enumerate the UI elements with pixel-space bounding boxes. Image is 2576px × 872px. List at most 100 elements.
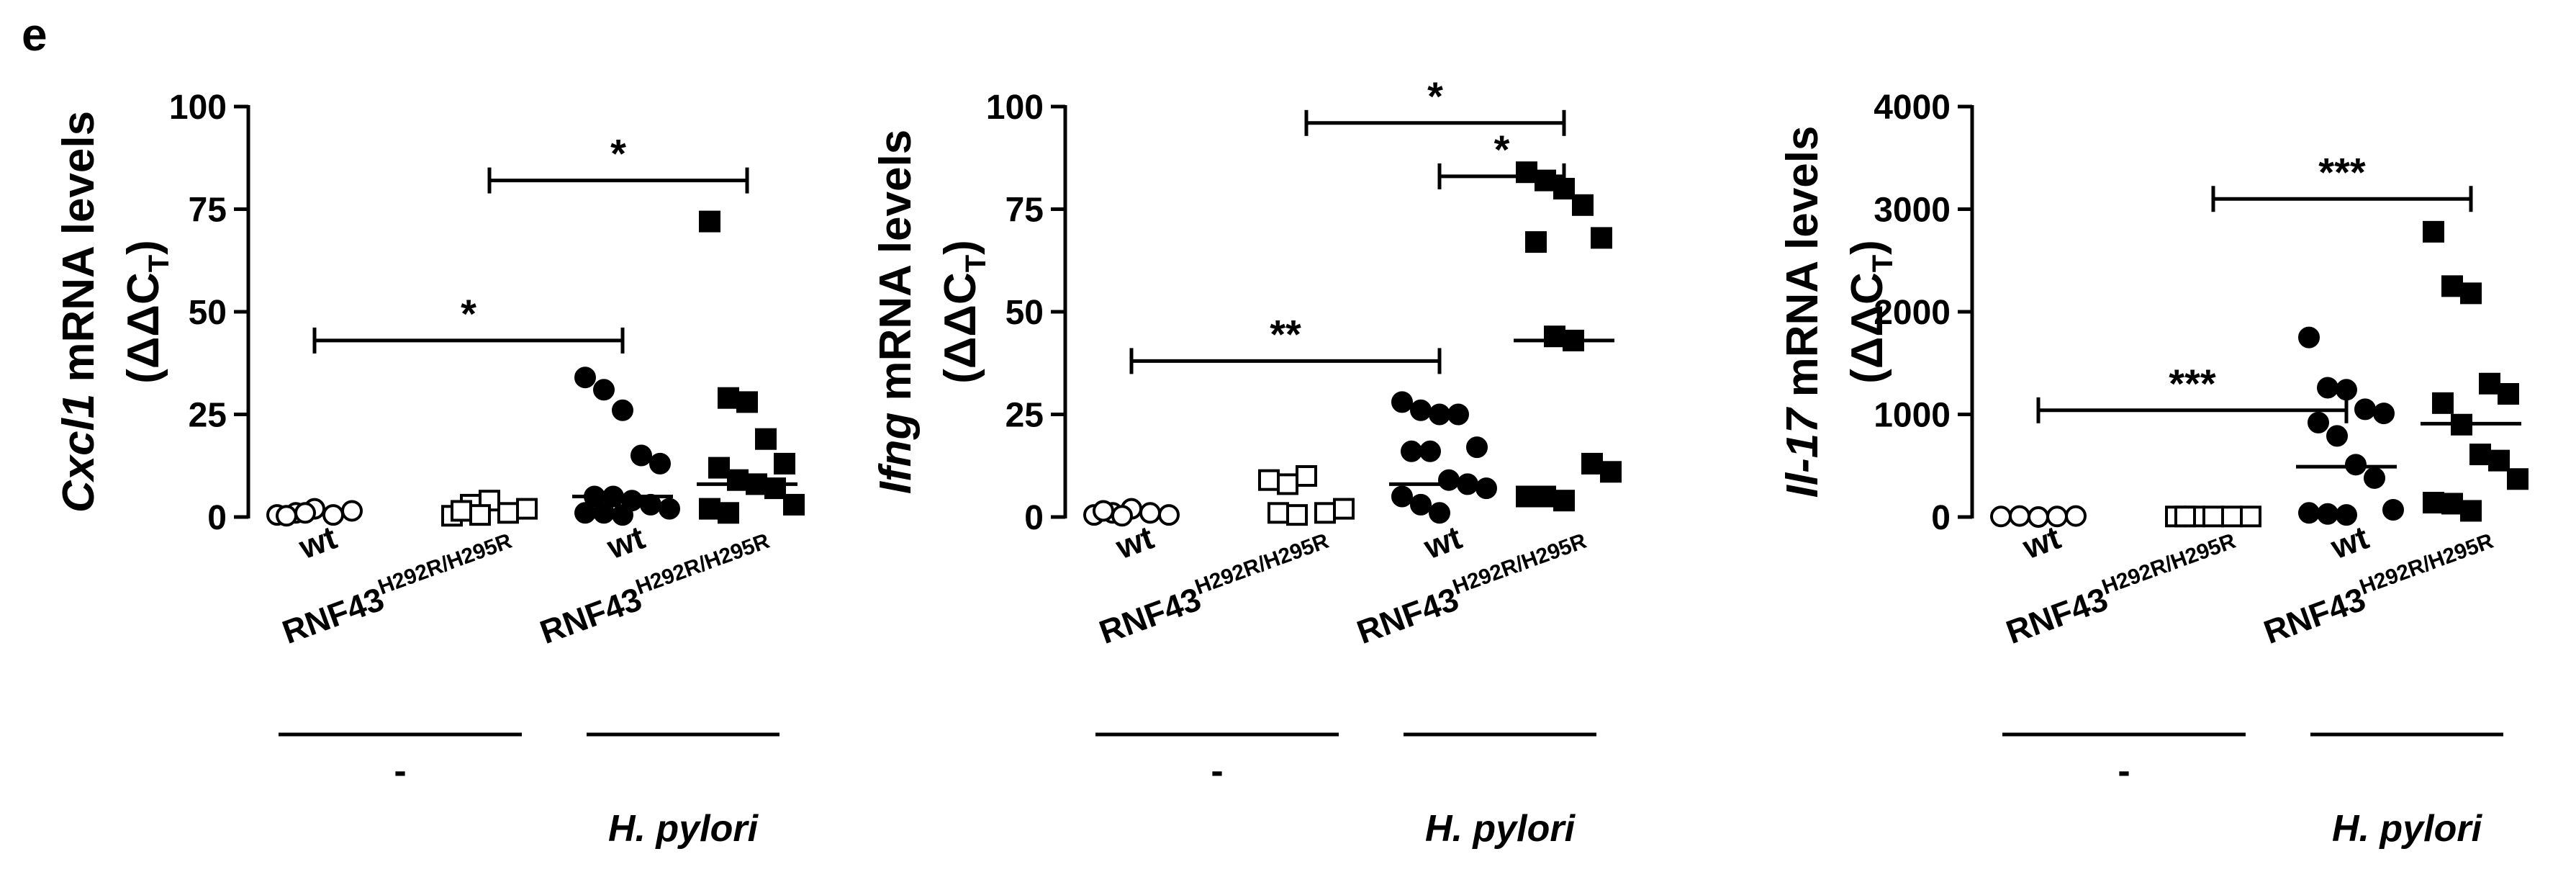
data-point <box>1314 502 1336 524</box>
y-tick-label: 2000 <box>1874 294 1951 332</box>
y-axis-text: mRNA levels <box>1778 126 1827 397</box>
data-point <box>2498 383 2519 405</box>
data-point <box>1277 473 1298 495</box>
data-point <box>2317 377 2338 399</box>
y-axis-unit-sub: T <box>960 255 992 272</box>
data-point <box>1572 194 1594 216</box>
data-point <box>631 444 652 467</box>
data-point <box>593 379 615 401</box>
data-point <box>2336 379 2357 401</box>
y-axis-title: Ifng mRNA levels <box>871 130 921 494</box>
data-point <box>1475 477 1497 500</box>
data-point <box>1544 325 1565 348</box>
y-axis-unit-close: ) <box>119 240 168 255</box>
y-axis-unit-sub: T <box>143 255 175 272</box>
data-point <box>2441 493 2463 515</box>
y-axis-unit: (ΔΔCT) <box>119 240 175 384</box>
treatment-label: - <box>2118 750 2130 792</box>
data-point <box>774 452 795 475</box>
y-axis-unit: (ΔΔCT) <box>1843 240 1899 384</box>
data-point <box>2354 398 2376 421</box>
y-tick-label: 25 <box>189 397 227 435</box>
y-tick-label: 75 <box>1005 192 1044 230</box>
y-axis-title: Cxcl1 mRNA levels <box>54 111 104 513</box>
data-point <box>2373 403 2395 425</box>
data-point <box>736 391 758 413</box>
y-axis-unit-main: (ΔΔC <box>1843 272 1892 384</box>
data-point <box>755 428 777 450</box>
data-point <box>783 493 805 516</box>
data-point <box>516 498 538 520</box>
data-point <box>659 498 680 520</box>
data-point <box>2488 449 2510 472</box>
data-point <box>1296 465 1317 487</box>
data-point <box>2469 444 2491 466</box>
data-point <box>1581 452 1603 475</box>
treatment-label: - <box>394 750 406 792</box>
significance-label: *** <box>2169 361 2216 406</box>
data-point <box>2298 502 2320 524</box>
data-point <box>1438 469 1460 491</box>
y-tick-label: 0 <box>1024 499 1044 537</box>
data-point <box>574 367 596 389</box>
treatment-label: H. pylori <box>2332 808 2483 850</box>
x-category-label: RNF43H292R/H295R <box>1351 529 1596 651</box>
significance-label: *** <box>2318 149 2366 194</box>
y-tick-label: 0 <box>1931 499 1951 537</box>
data-point <box>2460 282 2482 305</box>
data-point <box>574 502 596 524</box>
category-superscript: H292R/H295R <box>1192 529 1332 600</box>
data-point <box>2221 505 2243 528</box>
x-category-label: RNF43H292R/H295R <box>2258 529 2503 651</box>
data-point <box>1286 504 1308 526</box>
significance-label: ** <box>1270 311 1301 356</box>
y-axis-gene: Cxcl1 <box>54 394 104 513</box>
data-point <box>497 502 519 524</box>
data-point <box>1990 505 2012 528</box>
category-superscript: H292R/H295R <box>1450 529 1590 600</box>
y-axis-gene: Il-17 <box>1778 407 1827 498</box>
data-point <box>612 399 633 421</box>
data-point <box>1600 461 1622 483</box>
treatment-label: H. pylori <box>608 808 759 850</box>
data-point <box>1410 493 1432 516</box>
data-point <box>2065 505 2087 527</box>
data-point <box>1591 227 1612 249</box>
data-point <box>1267 502 1289 524</box>
data-point <box>2298 326 2320 349</box>
data-point <box>1516 161 1537 184</box>
category-name: wt <box>1419 518 1467 567</box>
data-point <box>593 502 615 524</box>
data-point <box>612 504 633 526</box>
data-point <box>1391 391 1413 413</box>
data-point <box>2432 392 2454 414</box>
data-point <box>699 210 720 233</box>
data-point <box>2308 411 2329 433</box>
data-point <box>1158 504 1180 526</box>
data-point <box>2507 468 2528 490</box>
y-axis-unit-main: (ΔΔC <box>936 272 985 384</box>
category-superscript: H292R/H295R <box>2356 529 2497 600</box>
data-point <box>2460 500 2482 522</box>
category-name: RNF43 <box>2259 580 2370 651</box>
data-point <box>1535 485 1556 508</box>
data-point <box>2479 372 2500 395</box>
y-axis-unit-sub: T <box>1867 255 1899 272</box>
category-superscript: H292R/H295R <box>375 529 515 600</box>
y-axis-unit-close: ) <box>936 240 985 255</box>
y-axis-unit-main: (ΔΔC <box>119 272 168 384</box>
data-point <box>2009 505 2030 527</box>
y-tick-label: 100 <box>986 89 1044 127</box>
data-point <box>2202 505 2224 528</box>
data-point <box>2364 467 2385 489</box>
y-tick-label: 50 <box>1005 294 1044 332</box>
y-tick-label: 3000 <box>1874 192 1951 230</box>
data-point <box>1111 505 1133 527</box>
y-tick-label: 0 <box>207 499 227 537</box>
category-name: wt <box>2326 518 2374 567</box>
y-axis-title: Il-17 mRNA levels <box>1778 126 1827 498</box>
category-name: wt <box>602 518 650 567</box>
y-tick-label: 1000 <box>1874 397 1951 435</box>
x-category-label: wt <box>1419 518 1467 567</box>
y-axis-gene: Ifng <box>871 413 921 495</box>
